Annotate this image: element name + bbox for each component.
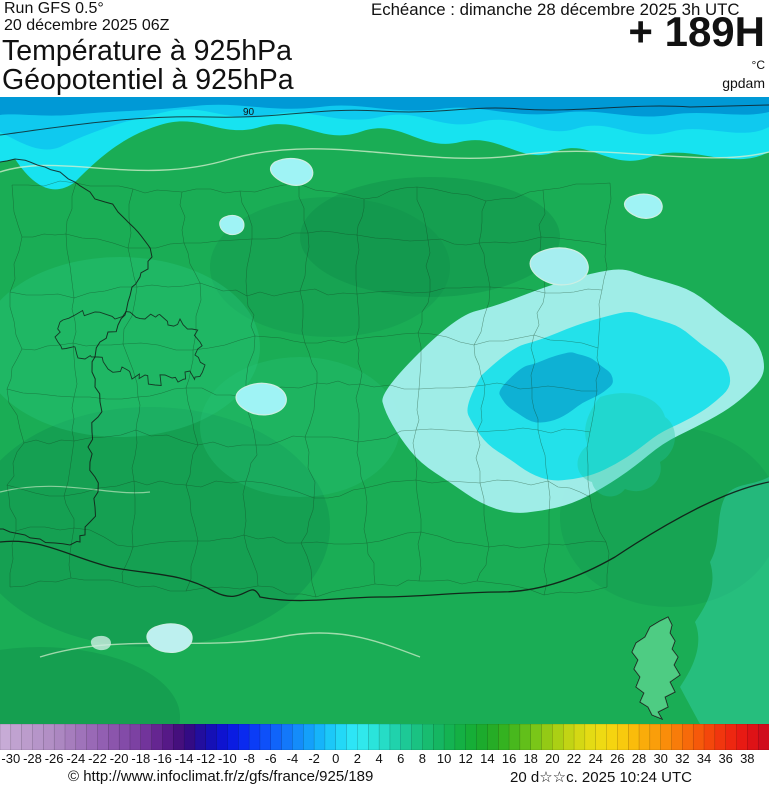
- svg-text:90: 90: [243, 107, 255, 118]
